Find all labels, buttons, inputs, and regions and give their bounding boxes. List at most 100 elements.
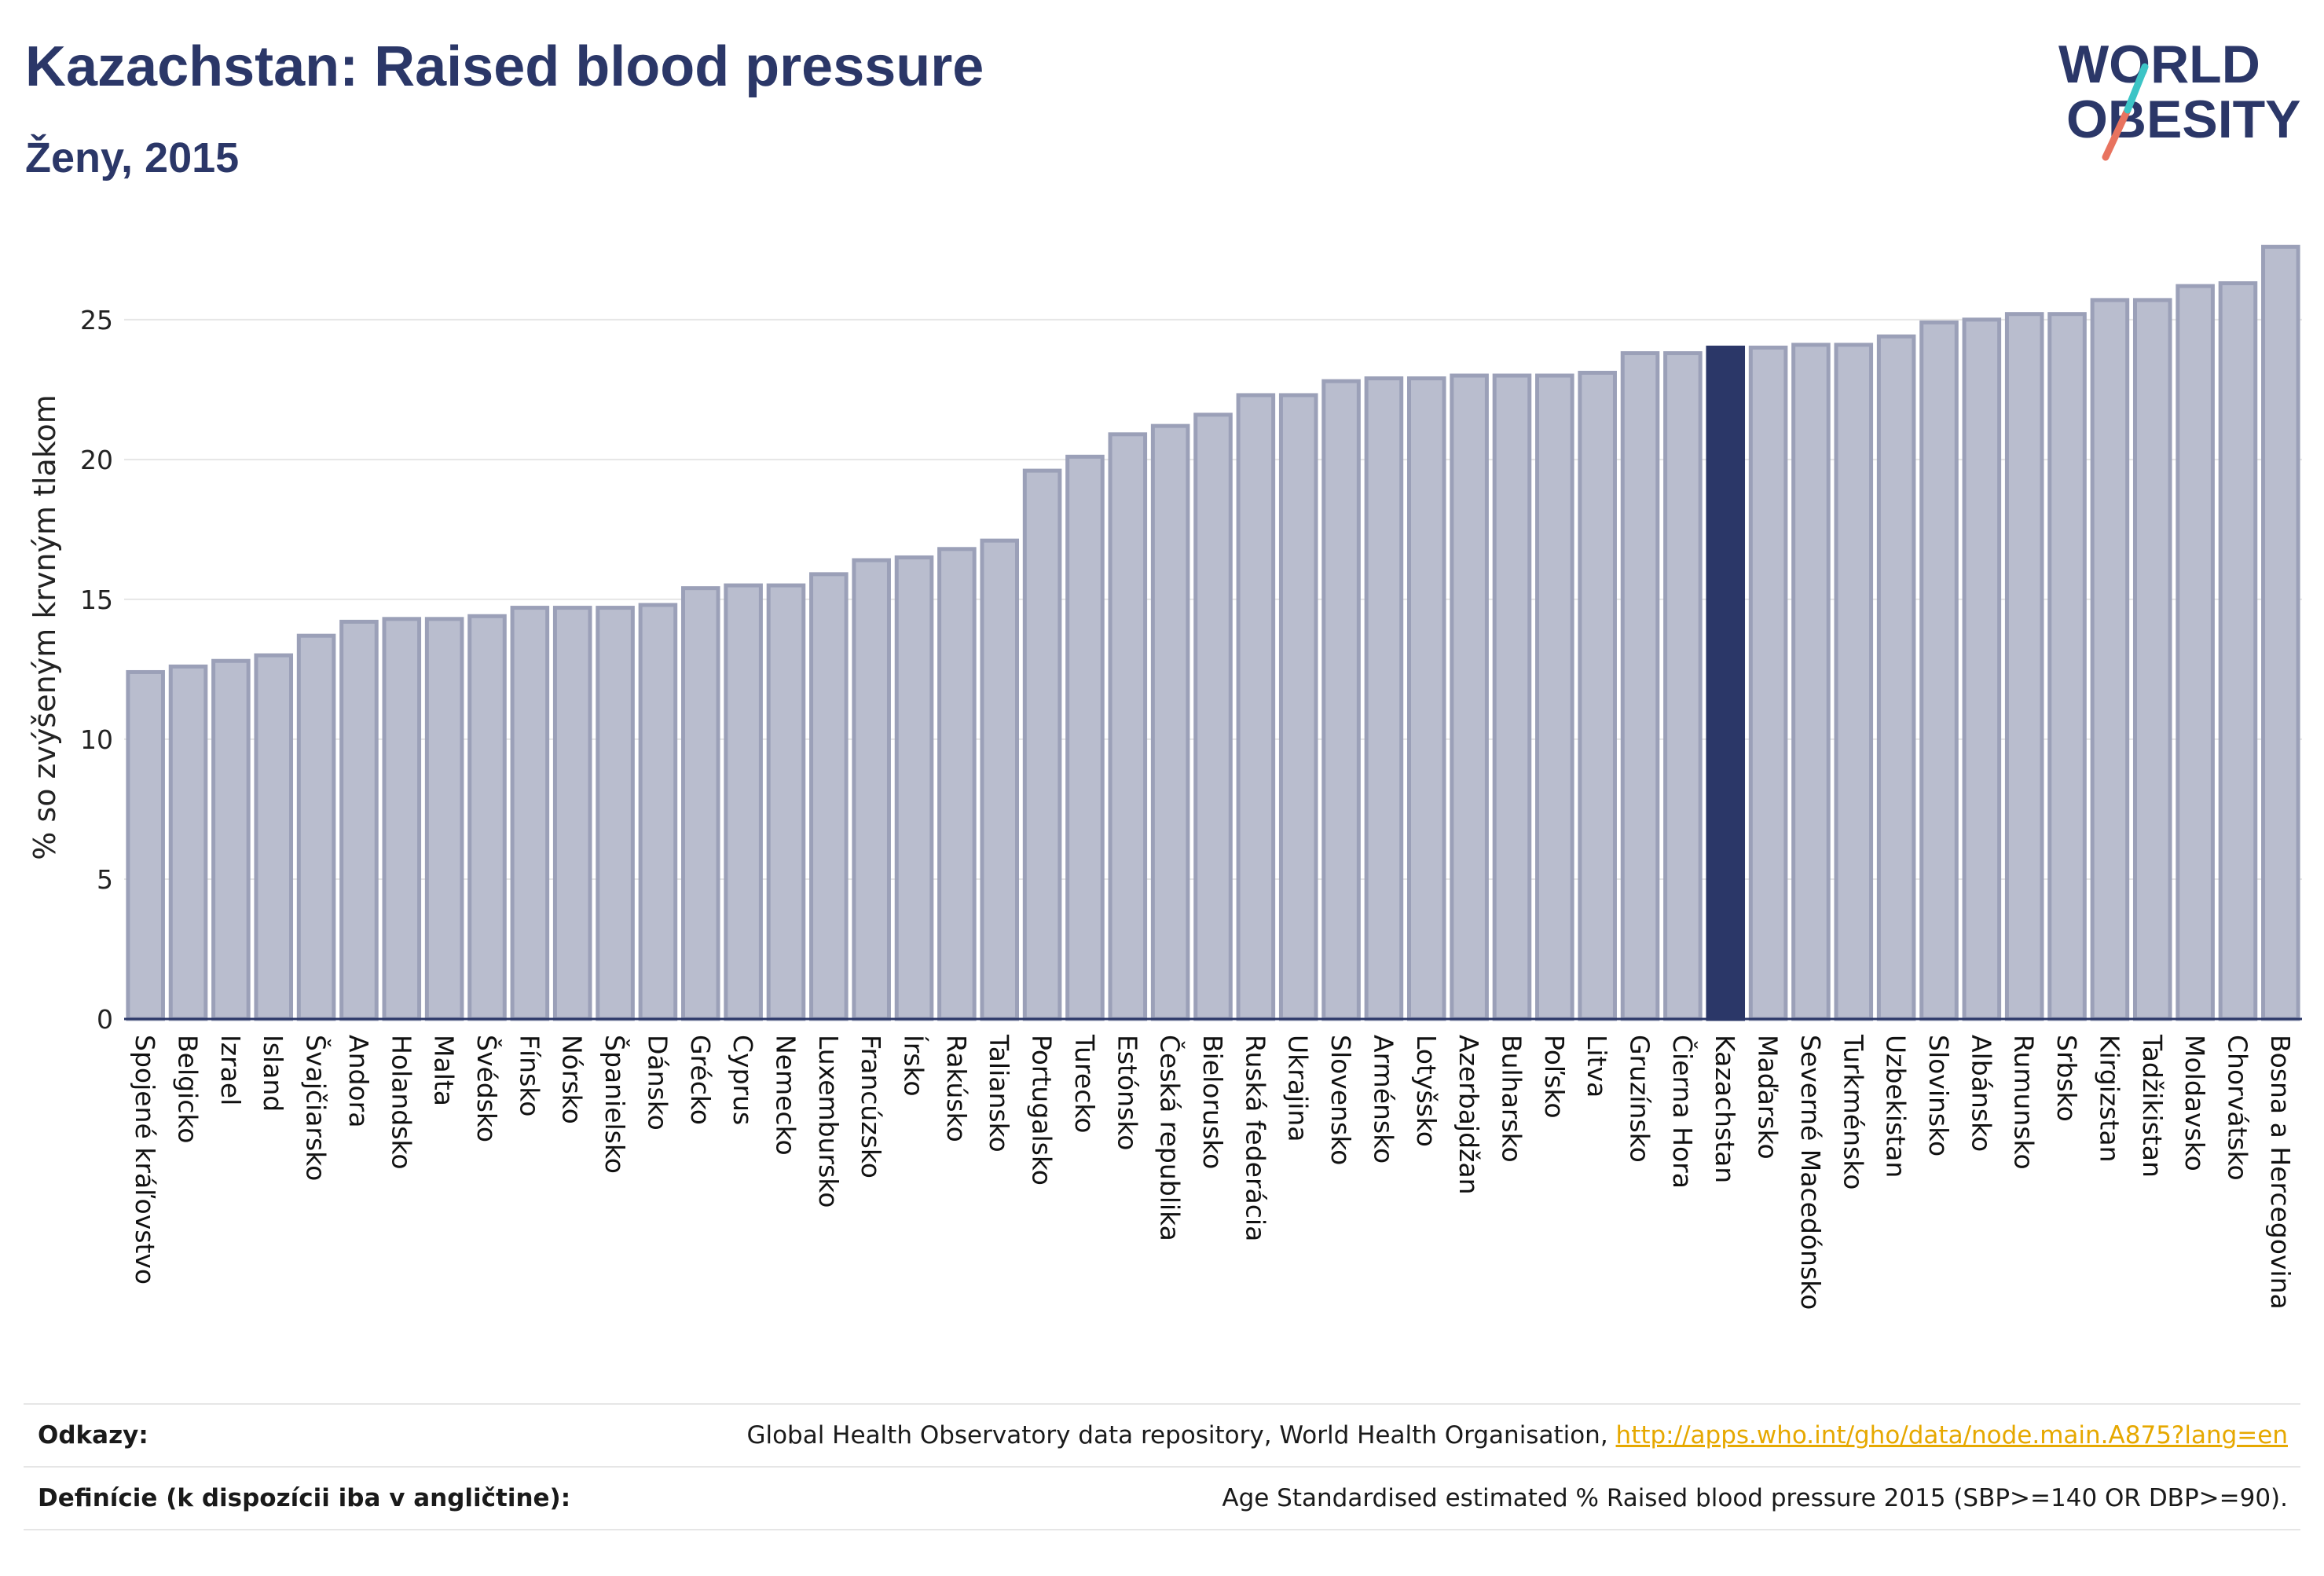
- logo-line2: OBESITY: [2066, 90, 2301, 149]
- x-tick-label: Izrael: [215, 1035, 246, 1105]
- x-tick-label: Česká republika: [1155, 1035, 1186, 1241]
- references-link[interactable]: http://apps.who.int/gho/data/node.main.A…: [1615, 1421, 2288, 1450]
- logo-slash-teal: [2124, 63, 2149, 114]
- x-tick-label: Poľsko: [1539, 1035, 1570, 1119]
- y-tick-label: 5: [97, 864, 113, 895]
- x-tick-label: Luxembursko: [813, 1035, 844, 1208]
- bar: [2261, 244, 2300, 1021]
- x-tick-label: Moldavsko: [2179, 1035, 2210, 1171]
- x-tick-label: Švédsko: [471, 1035, 503, 1142]
- x-tick-label: Maďarsko: [1753, 1035, 1783, 1160]
- x-tick-label: Slovensko: [1325, 1035, 1356, 1165]
- x-tick-label: Cyprus: [728, 1035, 758, 1125]
- x-tick-label: Belgicko: [173, 1035, 203, 1144]
- x-tick-label: Nemecko: [770, 1035, 801, 1156]
- bar: [809, 572, 849, 1021]
- world-obesity-logo: WORLD OBESITY: [2058, 35, 2301, 161]
- x-tick-label: Ruská federácia: [1240, 1035, 1270, 1241]
- bar: [254, 653, 294, 1021]
- x-tick-label: Lotyšsko: [1411, 1035, 1442, 1147]
- x-tick-label: Bulharsko: [1496, 1035, 1527, 1163]
- bar: [2090, 298, 2130, 1021]
- bar: [382, 617, 422, 1021]
- bar: [1150, 423, 1190, 1021]
- bar: [424, 617, 464, 1021]
- y-tick-label: 15: [80, 585, 113, 615]
- y-axis-label: % so zvýšeným krvným tlakom: [27, 394, 62, 860]
- bar: [1022, 468, 1062, 1021]
- x-tick-label: Turecko: [1069, 1034, 1100, 1133]
- bar: [1663, 351, 1703, 1021]
- bar: [1108, 432, 1148, 1021]
- bar: [1492, 373, 1532, 1021]
- bar: [852, 558, 891, 1021]
- bar: [2004, 312, 2044, 1021]
- bar: [339, 619, 379, 1021]
- bar: [638, 603, 678, 1021]
- references-text: Global Health Observatory data repositor…: [746, 1421, 1616, 1450]
- x-tick-label: Bosna a Hercegovina: [2265, 1035, 2296, 1310]
- bar: [211, 658, 251, 1021]
- bar: [1450, 373, 1489, 1021]
- x-tick-label: Španielsko: [599, 1035, 631, 1174]
- bar: [1364, 376, 1404, 1021]
- y-tick-label: 10: [80, 724, 113, 755]
- x-tick-label: Uzbekistan: [1881, 1035, 1912, 1178]
- references-value: Global Health Observatory data repositor…: [746, 1421, 2300, 1450]
- chart-subtitle: Ženy, 2015: [25, 134, 240, 181]
- x-tick-label: Tadžikistan: [2137, 1034, 2168, 1178]
- bar: [1535, 373, 1574, 1021]
- x-tick-label: Spojené kráľovstvo: [130, 1035, 160, 1285]
- bar: [2047, 312, 2087, 1021]
- definitions-label: Definície (k dispozícii iba v angličtine…: [38, 1484, 571, 1512]
- chart-title: Kazachstan: Raised blood pressure: [25, 35, 984, 98]
- bar: [1065, 454, 1105, 1021]
- x-tick-label: Švajčiarsko: [301, 1035, 332, 1181]
- bar: [1876, 334, 1916, 1021]
- x-tick-label: Kirgizstan: [2094, 1035, 2124, 1163]
- x-tick-label: Andora: [343, 1035, 374, 1127]
- x-tick-label: Malta: [429, 1035, 460, 1106]
- x-tick-label: Severné Macedónsko: [1795, 1035, 1826, 1310]
- x-tick-label: Bielorusko: [1197, 1035, 1228, 1169]
- x-tick-label: Fínsko: [514, 1035, 544, 1116]
- x-tick-label: Nórsko: [557, 1035, 588, 1124]
- logo-slash-red: [2102, 106, 2132, 161]
- x-tick-label: Rumunsko: [2009, 1035, 2040, 1170]
- bar: [1748, 345, 1788, 1021]
- x-tick-label: Rakúsko: [941, 1035, 972, 1142]
- bar: [1791, 343, 1831, 1021]
- y-tick-label: 25: [80, 305, 113, 335]
- x-tick-label: Čierna Hora: [1667, 1035, 1699, 1189]
- bar: [596, 606, 635, 1021]
- x-tick-label: Albánsko: [1966, 1035, 1996, 1152]
- x-tick-label: Chorvátsko: [2222, 1035, 2253, 1181]
- x-tick-label: Portugalsko: [1027, 1035, 1058, 1186]
- bar: [296, 633, 336, 1021]
- bar: [510, 606, 550, 1021]
- x-tick-label: Island: [258, 1035, 288, 1112]
- x-tick-label: Taliansko: [984, 1034, 1014, 1153]
- bar: [980, 538, 1020, 1021]
- x-tick-label: Grécko: [685, 1035, 716, 1125]
- bar: [467, 614, 507, 1021]
- x-tick-label: Azerbajdžan: [1453, 1035, 1484, 1195]
- bar: [894, 555, 934, 1021]
- x-tick-label: Turkménsko: [1838, 1034, 1868, 1189]
- x-tick-label: Srbsko: [2051, 1035, 2082, 1122]
- bar: [2176, 284, 2215, 1021]
- bar: [724, 583, 763, 1021]
- definitions-value: Age Standardised estimated % Raised bloo…: [1222, 1484, 2288, 1512]
- x-tick-label: Arménsko: [1368, 1035, 1398, 1164]
- bar: [552, 606, 592, 1021]
- bar: [1236, 393, 1276, 1021]
- bar-chart: 0 5 10 15 20 25 % so zvýšeným krvným tlakom Spo…: [27, 244, 2302, 1310]
- bar: [937, 547, 977, 1021]
- bar: [766, 583, 806, 1021]
- x-tick-label: Gruzínsko: [1625, 1035, 1655, 1163]
- y-tick-label: 20: [80, 445, 113, 475]
- bar: [1193, 412, 1233, 1021]
- bar: [1278, 393, 1318, 1021]
- bar: [126, 669, 165, 1021]
- x-tick-label: Holandsko: [386, 1035, 416, 1170]
